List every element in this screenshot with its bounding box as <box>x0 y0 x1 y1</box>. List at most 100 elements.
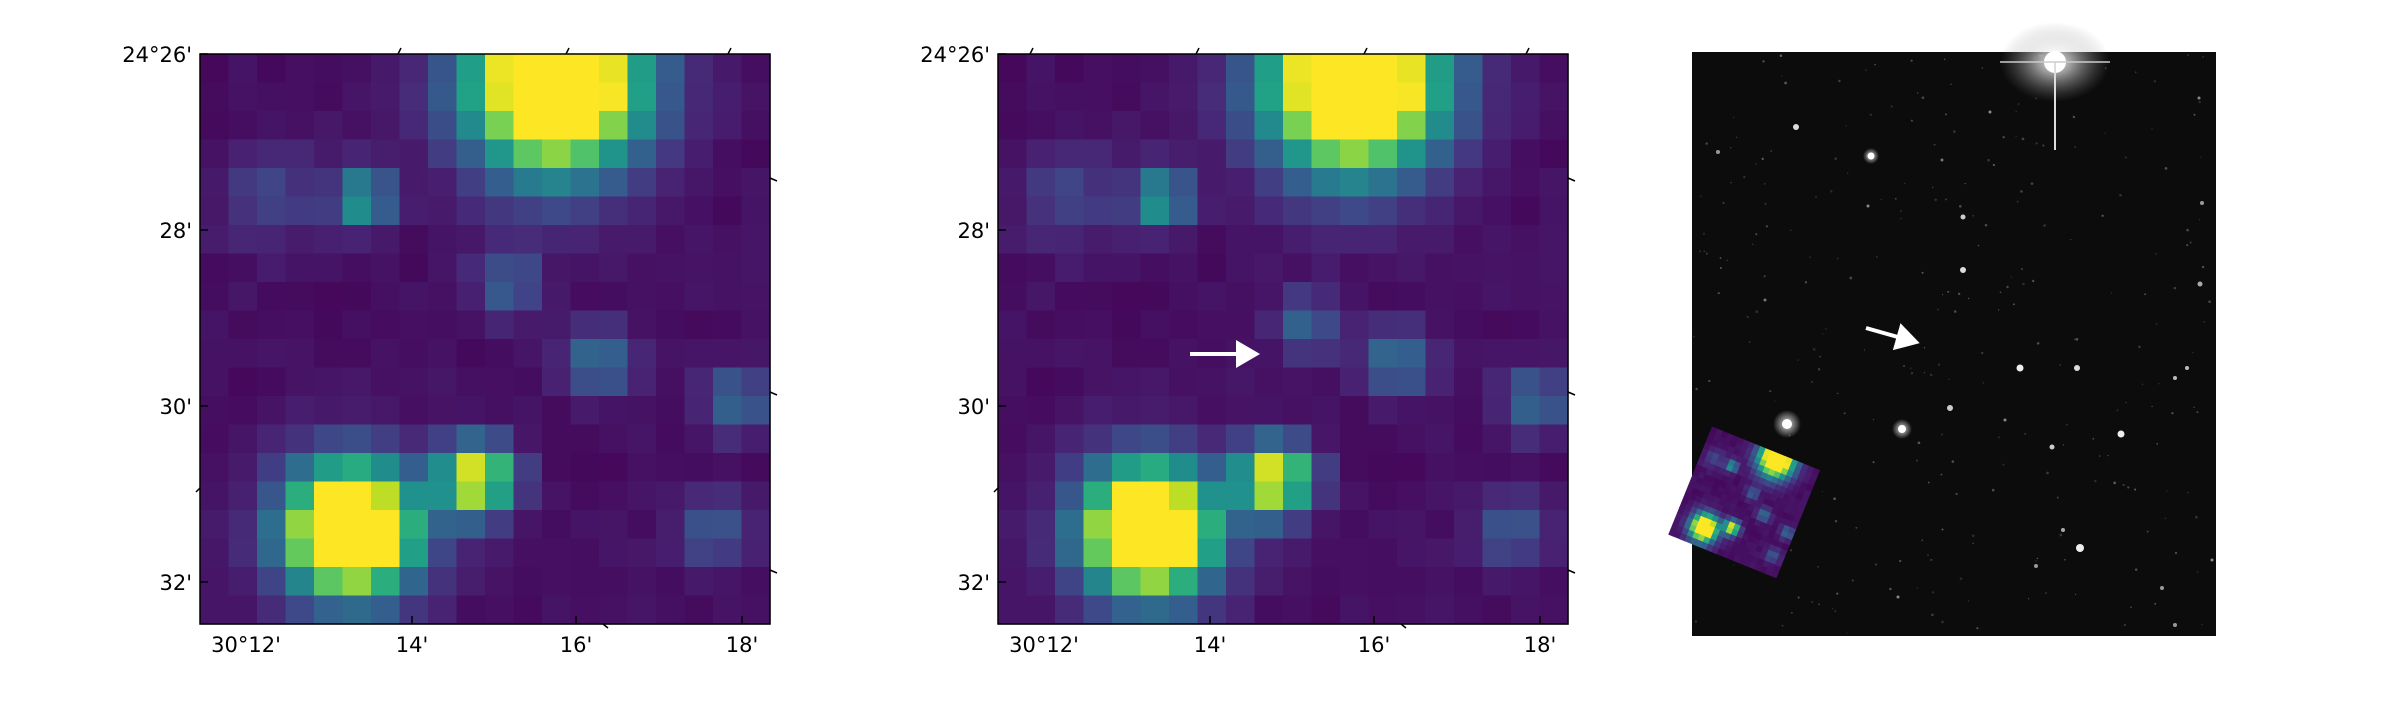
heatmap-cell <box>599 82 629 112</box>
noise-speck <box>1846 632 1848 634</box>
heatmap-cell <box>1169 282 1199 312</box>
heatmap-cell <box>342 538 372 568</box>
heatmap-cell <box>228 367 258 397</box>
noise-speck <box>1811 601 1814 603</box>
heatmap-cell <box>200 196 230 226</box>
heatmap-cell <box>1482 196 1512 226</box>
heatmap-cell <box>656 367 686 397</box>
noise-speck <box>1933 143 1936 146</box>
heatmap-cell <box>1254 253 1284 283</box>
heatmap-cell <box>257 54 287 84</box>
heatmap-cell <box>1397 595 1427 625</box>
heatmap-cell <box>627 510 657 540</box>
heatmap-cell <box>1226 282 1256 312</box>
heatmap-cell <box>1226 111 1256 141</box>
heatmap-cell <box>1340 225 1370 255</box>
heatmap-cell <box>1254 54 1284 84</box>
heatmap-cell <box>485 82 515 112</box>
heatmap-cell <box>998 196 1028 226</box>
heatmap-cell <box>1197 367 1227 397</box>
heatmap-cell <box>1112 225 1142 255</box>
heatmap-cell <box>1055 453 1085 483</box>
heatmap-cell <box>1169 595 1199 625</box>
heatmap-cell <box>1511 510 1541 540</box>
heatmap-cell <box>656 111 686 141</box>
heatmap-cell <box>399 424 429 454</box>
noise-speck <box>2146 530 2149 533</box>
heatmap-cell <box>1169 510 1199 540</box>
heatmap-cell <box>428 282 458 312</box>
noise-speck <box>1722 201 1725 204</box>
star <box>1947 405 1953 411</box>
heatmap-cell <box>314 595 344 625</box>
heatmap-cell <box>428 453 458 483</box>
heatmap-cell <box>1511 367 1541 397</box>
heatmap-cell <box>1083 367 1113 397</box>
noise-speck <box>2072 115 2076 119</box>
heatmap-cell <box>684 253 714 283</box>
heatmap-cell <box>1340 595 1370 625</box>
noise-speck <box>1781 624 1784 627</box>
heatmap-cell <box>1083 339 1113 369</box>
heatmap-cell <box>342 481 372 511</box>
heatmap-cell <box>599 538 629 568</box>
heatmap-cell <box>1026 82 1056 112</box>
heatmap-cell <box>1283 168 1313 198</box>
heatmap-cell <box>200 367 230 397</box>
heatmap-cell <box>1026 139 1056 169</box>
heatmap-cell <box>1254 225 1284 255</box>
heatmap-cell <box>1226 225 1256 255</box>
heatmap-cell <box>257 396 287 426</box>
noise-speck <box>1693 335 1696 338</box>
noise-speck <box>1872 461 1875 464</box>
heatmap-cell <box>1140 168 1170 198</box>
noise-speck <box>1751 243 1754 245</box>
heatmap-cell <box>228 339 258 369</box>
heatmap-cell <box>200 310 230 340</box>
noise-speck <box>1951 460 1955 463</box>
noise-speck <box>2107 454 2109 457</box>
x-tick-label: 16' <box>1358 633 1391 657</box>
noise-speck <box>2024 433 2026 435</box>
heatmap-cell <box>627 538 657 568</box>
heatmap-cell <box>399 196 429 226</box>
heatmap-cell <box>428 510 458 540</box>
heatmap-cell <box>1311 538 1341 568</box>
heatmap-cell <box>1083 424 1113 454</box>
heatmap-cell <box>741 139 771 169</box>
heatmap-cell <box>1311 481 1341 511</box>
heatmap-cell <box>1026 282 1056 312</box>
heatmap-cell <box>1283 595 1313 625</box>
heatmap-cell <box>428 367 458 397</box>
noise-speck <box>1755 310 1759 314</box>
noise-speck <box>1774 400 1776 402</box>
noise-speck <box>1761 157 1764 161</box>
noise-speck <box>1791 612 1793 614</box>
heatmap-cell <box>228 139 258 169</box>
noise-speck <box>2016 200 2019 203</box>
heatmap-cell <box>1026 595 1056 625</box>
heatmap-cell <box>1311 510 1341 540</box>
heatmap-cell <box>1283 282 1313 312</box>
heatmap-cell <box>713 253 743 283</box>
heatmap-cell <box>1368 253 1398 283</box>
heatmap-cell <box>1254 481 1284 511</box>
heatmap-cell <box>228 282 258 312</box>
heatmap-cell <box>684 82 714 112</box>
heatmap-cell <box>1283 339 1313 369</box>
noise-speck <box>1950 83 1952 86</box>
noise-speck <box>1851 579 1854 582</box>
noise-speck <box>1880 198 1883 201</box>
star <box>2197 281 2203 287</box>
heatmap-cell <box>1283 82 1313 112</box>
noise-speck <box>2186 228 2189 232</box>
heatmap-cell <box>371 168 401 198</box>
heatmap-cell <box>570 225 600 255</box>
inset-thumbnail <box>1668 426 1821 579</box>
noise-speck <box>1855 526 1858 529</box>
heatmap-cell <box>1083 538 1113 568</box>
heatmap-cell <box>1226 595 1256 625</box>
noise-speck <box>1952 130 1956 133</box>
heatmap-cell <box>371 54 401 84</box>
heatmap-cell <box>513 82 543 112</box>
